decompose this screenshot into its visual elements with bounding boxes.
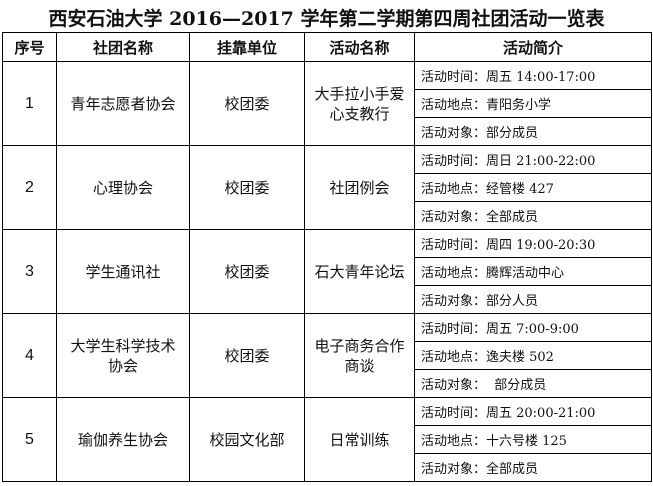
activity-info: 活动对象： 部分成员 (414, 369, 652, 398)
activity-name: 日常训练 (304, 397, 415, 482)
table-row: 活动地点：青阳务小学 (3, 89, 652, 118)
row-number: 1 (2, 61, 57, 146)
club-name: 大学生科学技术协会 (56, 313, 190, 398)
affiliated-unit: 校团委 (189, 229, 305, 314)
club-name: 瑜伽养生协会 (56, 397, 190, 482)
activity-info: 活动地点：经管楼 427 (414, 173, 652, 202)
header-unit: 挂靠单位 (189, 32, 305, 62)
activity-info: 活动时间：周五 20:00-21:00 (414, 397, 652, 426)
activity-info: 活动时间：周五 14:00-17:00 (414, 61, 652, 90)
row-number: 4 (2, 313, 57, 398)
table-header: 序号 社团名称 挂靠单位 活动名称 活动简介 (2, 32, 652, 62)
affiliated-unit: 校园文化部 (189, 397, 305, 482)
activity-info: 活动时间：周五 7:00-9:00 (414, 313, 652, 342)
table-row: 活动地点：逸夫楼 502 (3, 341, 652, 370)
activity-info: 活动对象：全部成员 (414, 453, 652, 482)
activity-name: 大手拉小手爱心支教行 (304, 61, 415, 146)
header-num: 序号 (2, 32, 57, 62)
activity-info: 活动时间：周日 21:00-22:00 (414, 145, 652, 174)
header-club: 社团名称 (56, 32, 190, 62)
activity-info: 活动时间：周四 19:00-20:30 (414, 229, 652, 258)
table-row: 5 瑜伽养生协会 校园文化部 日常训练 活动时间：周五 20:00-21:00 (2, 397, 652, 482)
affiliated-unit: 校团委 (189, 313, 305, 398)
club-name: 学生通讯社 (56, 229, 190, 314)
table-row: 活动对象： 部分成员 (3, 369, 652, 398)
header-info: 活动简介 (414, 32, 652, 62)
activity-info: 活动地点：青阳务小学 (414, 89, 652, 118)
activity-name: 石大青年论坛 (304, 229, 415, 314)
club-name: 青年志愿者协会 (56, 61, 190, 146)
activity-info: 活动对象：部分人员 (414, 285, 652, 314)
activity-table: 序号 社团名称 挂靠单位 活动名称 活动简介 1 青年志愿者协会 校团委 大手拉小手爱… (2, 32, 652, 482)
activity-info: 活动地点：腾辉活动中心 (414, 257, 652, 286)
page-title: 西安石油大学 2016—2017 学年第二学期第四周社团活动一览表 (48, 8, 605, 30)
row-number: 3 (2, 229, 57, 314)
row-number: 2 (2, 145, 57, 230)
table-row: 活动对象：部分成员 (3, 117, 652, 146)
table-row: 4 大学生科学技术协会 校团委 电子商务合作商谈 活动时间：周五 7:00-9:00 (2, 313, 652, 398)
activity-info: 活动对象：部分成员 (414, 117, 652, 146)
activity-info: 活动对象：全部成员 (414, 201, 652, 230)
activity-info: 活动地点：逸夫楼 502 (414, 341, 652, 370)
activity-info: 活动地点：十六号楼 125 (414, 425, 652, 454)
row-number: 5 (2, 397, 57, 482)
club-name: 心理协会 (56, 145, 190, 230)
table-row: 1 青年志愿者协会 校团委 大手拉小手爱心支教行 活动时间：周五 14:00-17:00 (2, 61, 652, 146)
affiliated-unit: 校团委 (189, 61, 305, 146)
activity-name: 社团例会 (304, 145, 415, 230)
affiliated-unit: 校团委 (189, 145, 305, 230)
table-row: 活动对象：全部成员 (3, 453, 652, 482)
activity-name: 电子商务合作商谈 (304, 313, 415, 398)
table-row: 活动地点：十六号楼 125 (3, 425, 652, 454)
table-row: 2 心理协会 校团委 社团例会 活动时间：周日 21:00-22:00 (2, 145, 652, 230)
header-activity: 活动名称 (304, 32, 415, 62)
table-row: 活动对象：全部成员 (3, 201, 652, 230)
table-row: 3 学生通讯社 校团委 石大青年论坛 活动时间：周四 19:00-20:30 (2, 229, 652, 314)
